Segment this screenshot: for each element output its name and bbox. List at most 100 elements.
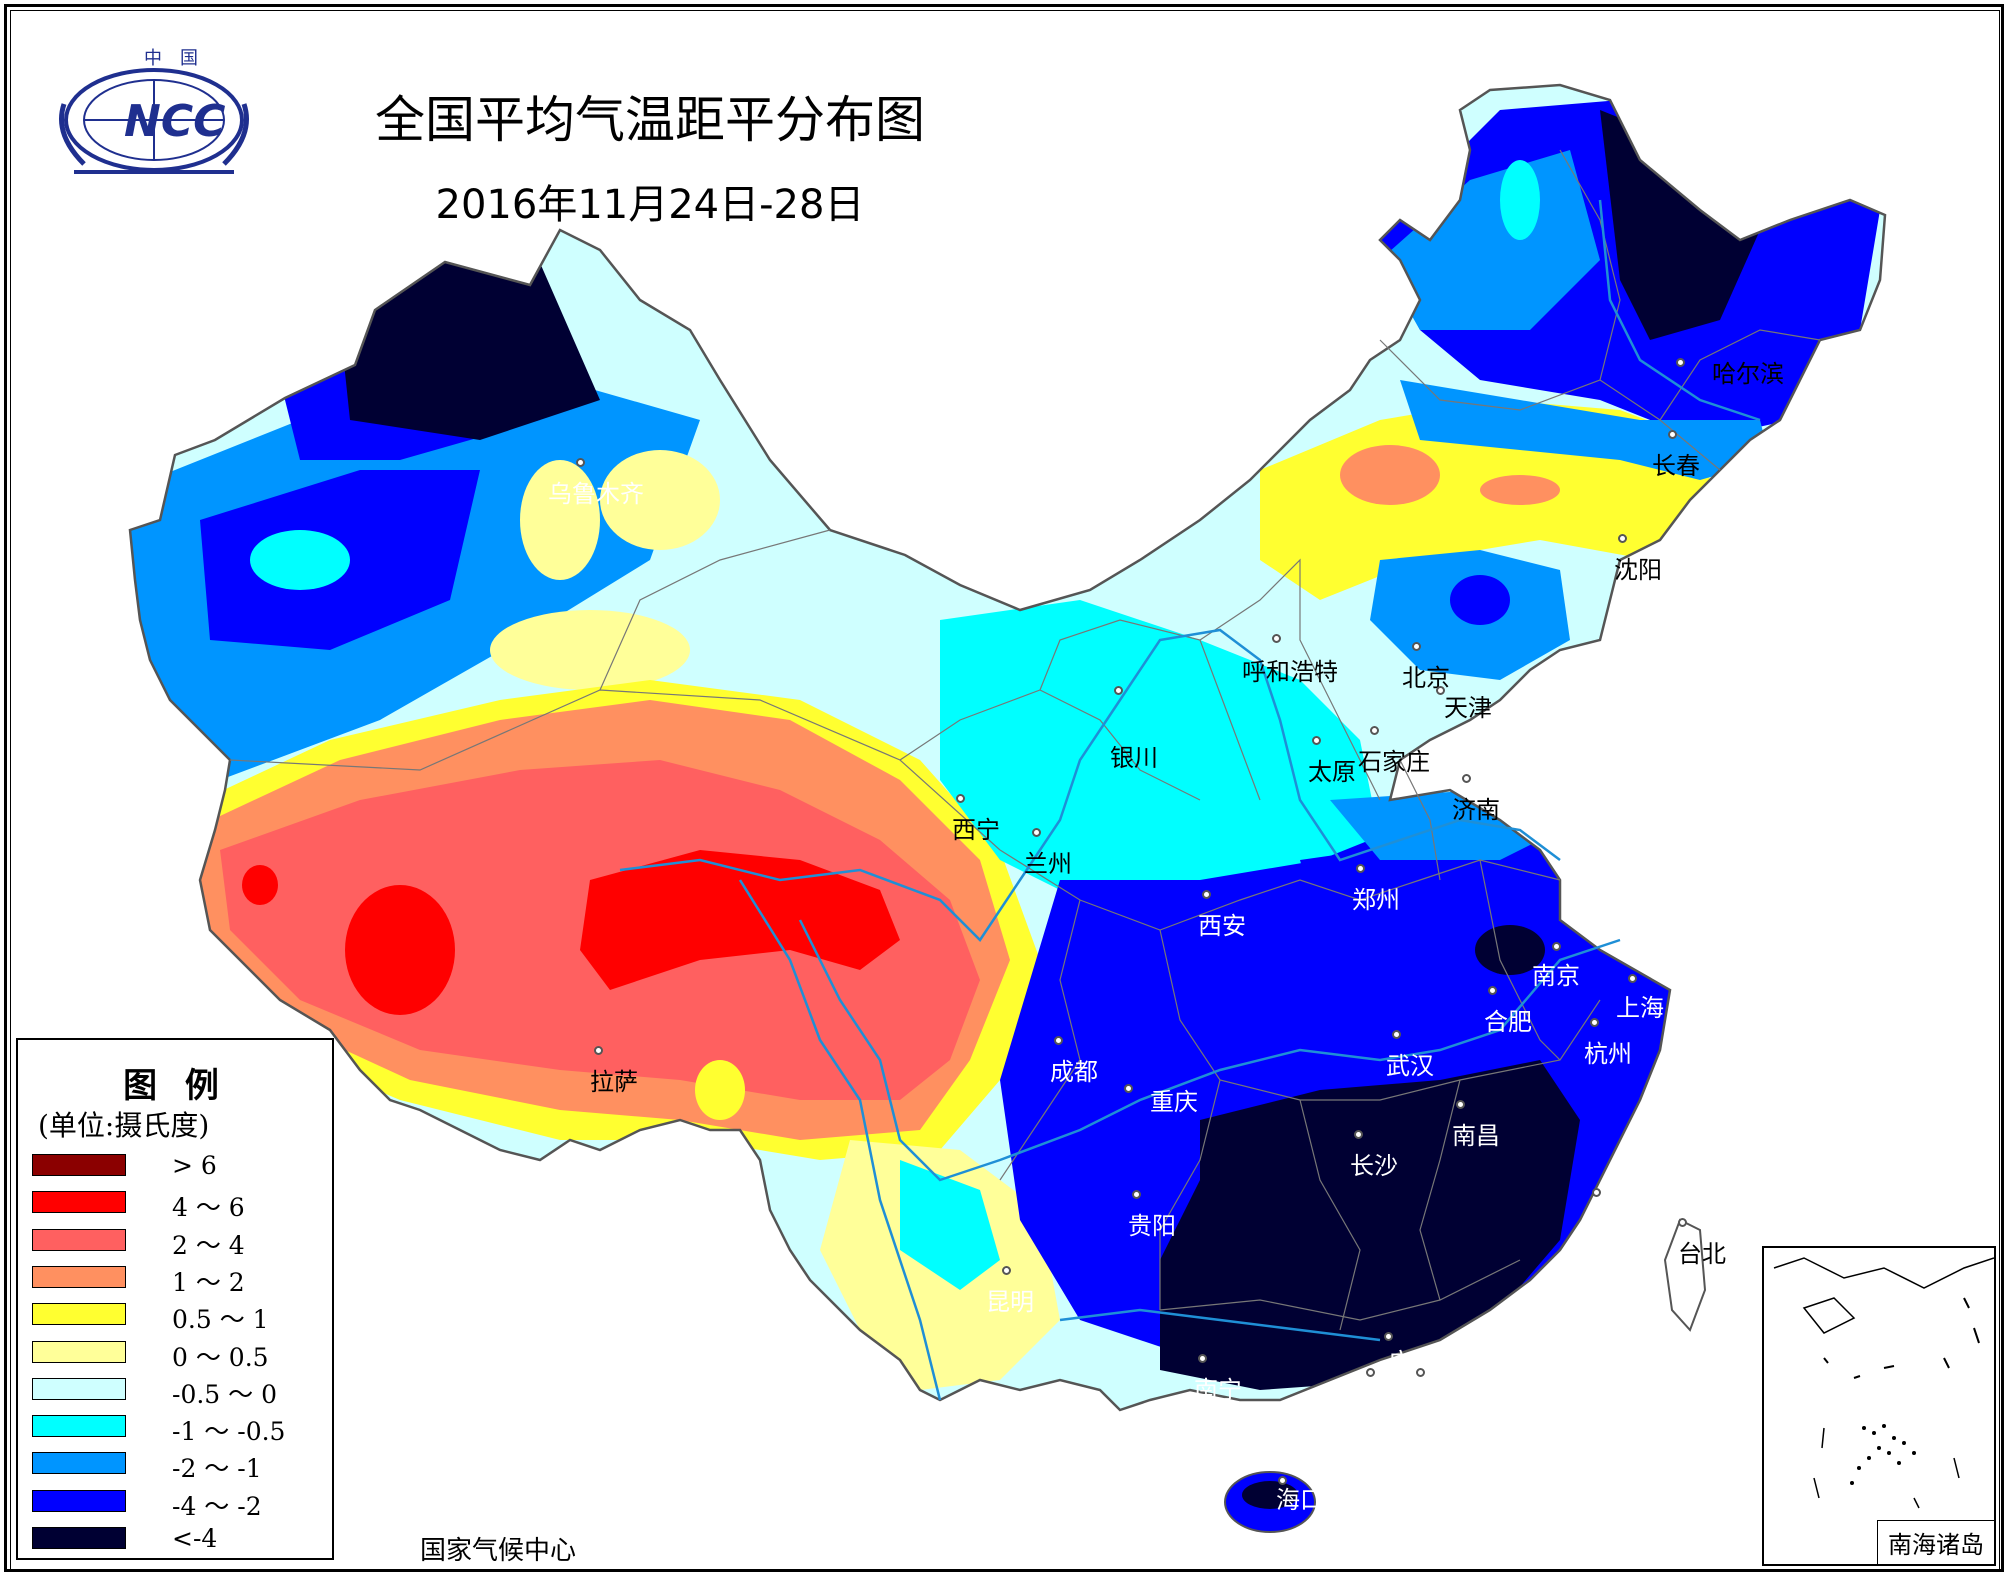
- city-label: 长沙: [1350, 1152, 1398, 1180]
- city-marker: [1132, 1190, 1141, 1199]
- legend-swatch: [32, 1415, 126, 1438]
- city-marker: [1676, 358, 1685, 367]
- city-label: 南宁: [1194, 1376, 1242, 1404]
- city-label: 沈阳: [1614, 556, 1662, 584]
- city-label: 太原: [1308, 758, 1356, 786]
- city-label: 南京: [1532, 962, 1580, 990]
- city-marker: [1592, 1188, 1601, 1197]
- city-label: 哈尔滨: [1712, 360, 1784, 388]
- legend-swatch: [32, 1452, 126, 1475]
- city-label: 成都: [1050, 1058, 1098, 1086]
- city-label: 昆明: [986, 1288, 1034, 1316]
- city-marker: [956, 794, 965, 803]
- city-marker: [576, 458, 585, 467]
- legend-label: -0.5 ～ 0: [172, 1379, 278, 1409]
- city-marker: [1462, 774, 1471, 783]
- city-marker: [1114, 686, 1123, 695]
- south-sea-inset: 南海诸岛: [1762, 1246, 1996, 1566]
- city-marker: [1198, 1354, 1207, 1363]
- legend-swatch: [32, 1527, 126, 1549]
- city-label: 郑州: [1352, 886, 1400, 914]
- legend-swatch: [32, 1191, 126, 1214]
- map-inner-frame: [10, 10, 2000, 1570]
- legend-swatch: [32, 1154, 126, 1176]
- city-marker: [1032, 828, 1041, 837]
- logo-top-text: 中国: [144, 48, 216, 69]
- city-label: 长春: [1652, 452, 1700, 480]
- city-label: 贵阳: [1128, 1212, 1176, 1240]
- legend-swatch: [32, 1303, 126, 1326]
- legend-label: 4 ～ 6: [172, 1193, 245, 1223]
- ncc-logo: 中国 NCC: [44, 44, 264, 184]
- legend-swatch: [32, 1489, 126, 1512]
- city-marker: [1628, 974, 1637, 983]
- legend-label: -2 ～ -1: [172, 1454, 262, 1484]
- city-marker: [1002, 1266, 1011, 1275]
- city-marker: [1668, 430, 1677, 439]
- city-marker: [1384, 1332, 1393, 1341]
- legend-label: -1 ～ -0.5: [172, 1417, 286, 1447]
- city-label: 台北: [1678, 1240, 1726, 1268]
- city-marker: [1312, 736, 1321, 745]
- city-label: 海口: [1276, 1486, 1324, 1514]
- city-label: 兰州: [1024, 850, 1072, 878]
- city-label: 呼和浩特: [1242, 658, 1338, 686]
- city-label: 澳门: [1362, 1378, 1410, 1406]
- city-marker: [1354, 1130, 1363, 1139]
- city-marker: [1272, 634, 1281, 643]
- city-marker: [1678, 1218, 1687, 1227]
- legend-label: -4 ～ -2: [172, 1491, 262, 1521]
- legend-label: 0.5 ～ 1: [172, 1305, 269, 1335]
- legend-swatch: [32, 1340, 126, 1363]
- map-title: 全国平均气温距平分布图: [375, 91, 925, 149]
- city-label: 武汉: [1386, 1052, 1434, 1080]
- city-marker: [1412, 642, 1421, 651]
- city-label: 广州: [1388, 1348, 1436, 1376]
- city-marker: [1590, 1018, 1599, 1027]
- city-marker: [594, 1046, 603, 1055]
- city-marker: [1356, 864, 1365, 873]
- city-label: 上海: [1616, 994, 1664, 1022]
- city-label: 合肥: [1484, 1008, 1532, 1036]
- city-marker: [1366, 1368, 1375, 1377]
- logo-text: NCC: [124, 96, 226, 147]
- city-marker: [1370, 726, 1379, 735]
- city-label: 石家庄: [1358, 748, 1430, 776]
- map-outer-frame: [4, 4, 2004, 1572]
- credit-text: 国家气候中心: [420, 1536, 577, 1566]
- legend-label: 1 ～ 2: [172, 1267, 245, 1297]
- legend-swatch: [32, 1265, 126, 1288]
- legend: 图 例 (单位:摄氏度) > 6 4 ～ 6 2 ～ 4 1 ～ 2 0.5 ～ 1 0 …: [16, 1038, 334, 1560]
- city-marker: [1392, 1030, 1401, 1039]
- city-label: 南昌: [1452, 1122, 1500, 1150]
- city-label: 香港: [1414, 1378, 1462, 1406]
- city-label: 杭州: [1584, 1040, 1632, 1068]
- legend-unit: (单位:摄氏度): [38, 1109, 210, 1142]
- map-subtitle: 2016年11月24日-28日: [435, 182, 865, 228]
- legend-label: <-4: [172, 1524, 218, 1553]
- city-label: 济南: [1452, 796, 1500, 824]
- city-marker: [1124, 1084, 1133, 1093]
- legend-swatch: [32, 1377, 126, 1400]
- city-label: 福州: [1588, 1210, 1636, 1238]
- city-marker: [1202, 890, 1211, 899]
- city-marker: [1488, 986, 1497, 995]
- city-label: 拉萨: [590, 1068, 638, 1096]
- city-label: 天津: [1444, 694, 1492, 722]
- legend-label: 0 ～ 0.5: [172, 1342, 269, 1372]
- city-marker: [1618, 534, 1627, 543]
- city-marker: [1416, 1368, 1425, 1377]
- legend-title: 图 例: [123, 1066, 227, 1106]
- city-marker: [1278, 1476, 1287, 1485]
- city-marker: [1456, 1100, 1465, 1109]
- city-label: 西宁: [952, 816, 1000, 844]
- city-marker: [1054, 1036, 1063, 1045]
- inset-label: 南海诸岛: [1877, 1520, 1994, 1564]
- city-label: 重庆: [1150, 1088, 1198, 1116]
- legend-swatch: [32, 1228, 126, 1251]
- legend-label: > 6: [172, 1151, 217, 1180]
- legend-label: 2 ～ 4: [172, 1230, 245, 1260]
- city-label: 乌鲁木齐: [548, 480, 644, 508]
- city-marker: [1436, 686, 1445, 695]
- city-label: 西安: [1198, 912, 1246, 940]
